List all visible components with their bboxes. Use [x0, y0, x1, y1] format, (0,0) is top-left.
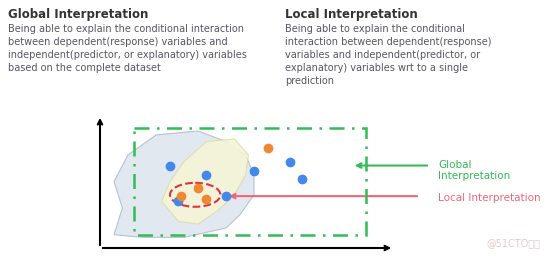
Text: Being able to explain the conditional interaction: Being able to explain the conditional in… — [8, 24, 244, 34]
PathPatch shape — [114, 131, 254, 237]
Text: @51CTO博客: @51CTO博客 — [486, 238, 540, 248]
Text: Being able to explain the conditional: Being able to explain the conditional — [285, 24, 465, 34]
Text: variables and independent(​predictor, or: variables and independent(​predictor, or — [285, 50, 480, 60]
PathPatch shape — [162, 139, 248, 224]
Text: Global
Interpretation: Global Interpretation — [438, 159, 510, 181]
Bar — [134, 128, 366, 235]
Text: interaction between dependent(​response​): interaction between dependent(​response​… — [285, 37, 491, 47]
Text: prediction: prediction — [285, 76, 334, 86]
Text: between dependent(​response​) variables and: between dependent(​response​) variables … — [8, 37, 228, 47]
Text: independent(​predictor, or explanatory​) variables: independent(​predictor, or explanatory​)… — [8, 50, 247, 60]
Text: Local Interpretation: Local Interpretation — [438, 193, 541, 203]
Text: ​explanatory​) variables wrt to a single: ​explanatory​) variables wrt to a single — [285, 63, 468, 73]
Text: Global Interpretation: Global Interpretation — [8, 8, 148, 21]
Text: Local Interpretation: Local Interpretation — [285, 8, 418, 21]
Text: based on the complete dataset: based on the complete dataset — [8, 63, 161, 73]
